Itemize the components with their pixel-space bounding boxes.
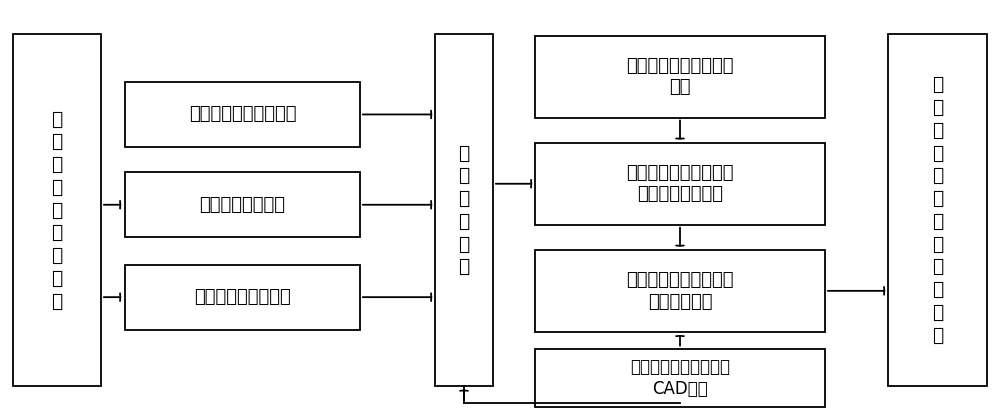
Bar [535, 143, 825, 225]
Text: 机
器
人
运
动
控
制
系
统: 机 器 人 运 动 控 制 系 统 [51, 110, 63, 310]
Text: 带
深
腔
的
复
杂
曲
面
加
工
余
量: 带 深 腔 的 复 杂 曲 面 加 工 余 量 [932, 75, 943, 345]
Bar [125, 172, 360, 237]
Bar [13, 34, 101, 386]
Bar [535, 250, 825, 332]
Text: 带深腔的复杂曲面零件: 带深腔的复杂曲面零件 [189, 105, 296, 123]
Text: 每个距离值对应机器人
姿态: 每个距离值对应机器人 姿态 [626, 57, 734, 97]
Bar [535, 349, 825, 407]
Text: 点激光位移传感器: 点激光位移传感器 [200, 196, 286, 214]
Bar [888, 34, 987, 386]
Text: 带深腔的复杂曲面零件
CAD模型: 带深腔的复杂曲面零件 CAD模型 [630, 358, 730, 398]
Bar [435, 34, 493, 386]
Text: 六自由度工业机器人: 六自由度工业机器人 [194, 288, 291, 306]
Text: 点激光坐标系原点到深
腔零件表面距离值: 点激光坐标系原点到深 腔零件表面距离值 [626, 164, 734, 204]
Bar [125, 265, 360, 330]
Bar [125, 82, 360, 147]
Text: 机器人基坐标系下腔体
表面点云数据: 机器人基坐标系下腔体 表面点云数据 [626, 271, 734, 311]
Text: 规
划
测
量
路
径: 规 划 测 量 路 径 [458, 144, 470, 276]
Bar [535, 36, 825, 118]
